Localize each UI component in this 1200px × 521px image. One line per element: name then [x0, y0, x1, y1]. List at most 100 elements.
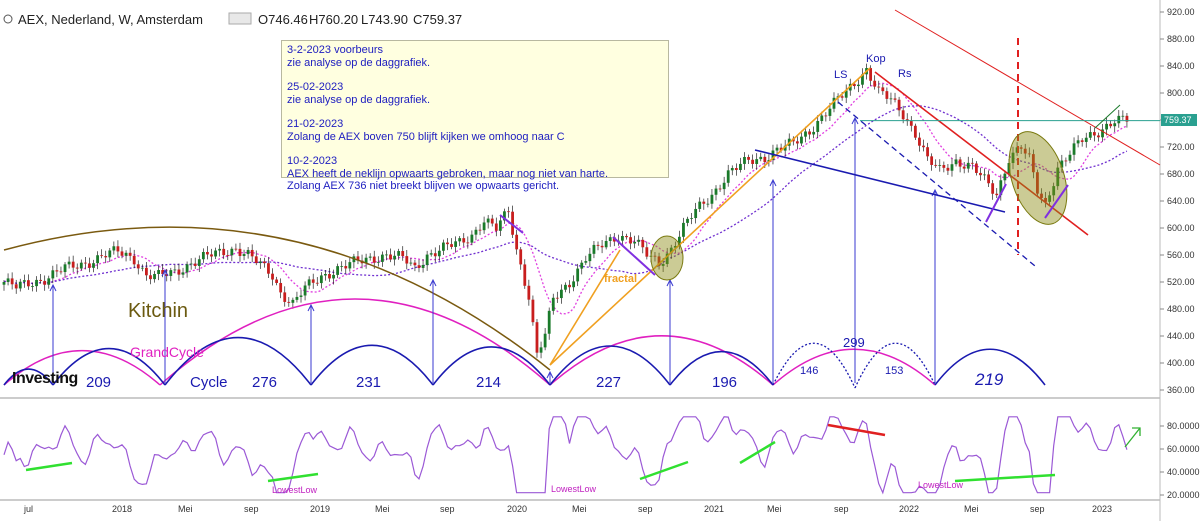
candle-body	[555, 297, 559, 299]
candle-body	[96, 255, 99, 264]
x-tick-label: 2022	[899, 504, 919, 514]
candle-body	[974, 163, 978, 173]
ohlc-open: O746.46	[258, 12, 308, 27]
candle-body	[979, 172, 982, 176]
candle-body	[226, 255, 230, 256]
candle-body	[657, 256, 661, 266]
candle-body	[385, 254, 388, 256]
osc-tick-label: 40.0000	[1167, 467, 1200, 477]
candle-body	[991, 183, 995, 194]
candle-body	[682, 222, 685, 237]
cycle-arc	[52, 348, 166, 386]
candle-body	[1027, 153, 1031, 155]
candle-body	[35, 279, 38, 287]
dashed-trendline	[837, 101, 1036, 267]
candle-body	[913, 125, 917, 138]
candle-body	[437, 250, 441, 257]
ohlc-low: L743.90	[361, 12, 408, 27]
candle-body	[987, 174, 990, 184]
red-channel-top	[894, 9, 1161, 166]
candle-body	[389, 254, 392, 260]
candle-body	[169, 270, 173, 276]
candle-body	[1113, 123, 1117, 127]
candle-body	[161, 270, 165, 275]
candle-body	[165, 274, 169, 276]
candle-body	[909, 121, 913, 126]
candle-body	[429, 253, 433, 255]
y-tick-label: 440.00	[1167, 331, 1195, 341]
x-tick-label: sep	[1030, 504, 1045, 514]
candle-body	[629, 237, 632, 244]
candle-body	[1088, 132, 1092, 138]
divergence-line	[954, 473, 1056, 483]
candle-body	[690, 218, 693, 219]
candle-body	[1097, 135, 1100, 138]
candle-body	[995, 193, 999, 196]
up-arrow	[1124, 427, 1141, 448]
osc-tick-label: 20.0000	[1167, 490, 1200, 500]
cycle-number: 209	[86, 374, 111, 391]
candle-body	[1117, 115, 1121, 124]
note-entry: 25-02-2023 zie analyse op de daggrafiek.	[287, 81, 431, 106]
candle-body	[857, 84, 860, 87]
candle-body	[234, 248, 238, 250]
candle-body	[230, 248, 234, 256]
candle-body	[250, 249, 254, 257]
candle-body	[950, 164, 954, 171]
candle-body	[214, 250, 217, 257]
candle-body	[307, 279, 311, 286]
cycle-labels: Kitchin GrandCycle Cycle LS Kop Rs fract…	[128, 53, 912, 391]
x-tick-label: sep	[244, 504, 259, 514]
candle-body	[348, 262, 352, 269]
candle-body	[893, 98, 897, 100]
trendline-orange	[549, 67, 871, 366]
candle-body	[710, 194, 714, 204]
candle-body	[173, 269, 177, 271]
candle-body	[1044, 197, 1047, 202]
candle-body	[210, 254, 213, 257]
candle-body	[271, 273, 274, 280]
candle-body	[926, 147, 929, 157]
candle-body	[804, 131, 807, 137]
x-tick-label: sep	[834, 504, 849, 514]
candle-body	[706, 203, 710, 205]
candle-body	[92, 263, 95, 268]
y-tick-label: 720.00	[1167, 142, 1195, 152]
candle-body	[1125, 115, 1129, 122]
candle-body	[519, 249, 523, 265]
candle-body	[498, 220, 502, 231]
candle-body	[380, 254, 384, 262]
candle-body	[918, 137, 921, 146]
candle-body	[336, 266, 340, 275]
ohlc-high: H760.20	[309, 12, 358, 27]
x-tick-label: 2021	[704, 504, 724, 514]
candle-body	[795, 141, 799, 144]
candle-body	[442, 242, 445, 251]
candle-body	[324, 274, 327, 276]
candle-body	[246, 249, 250, 255]
candle-body	[840, 96, 844, 98]
candle-body	[1105, 123, 1108, 130]
x-tick-label: 2020	[507, 504, 527, 514]
neckline	[754, 149, 1006, 213]
candle-body	[1101, 129, 1104, 138]
candle-body	[112, 246, 116, 251]
candle-body	[462, 238, 466, 243]
candle-body	[1003, 173, 1007, 181]
candle-body	[197, 259, 201, 266]
time-axis: jul 2018 Mei sep 2019 Mei sep 2020 Mei sep 2021 Mei…	[23, 504, 1112, 514]
candle-body	[189, 263, 193, 265]
candle-body	[1121, 115, 1125, 117]
candle-body	[153, 274, 156, 280]
lowestlow-label: LowestLow	[918, 480, 964, 490]
candle-body	[1031, 154, 1035, 173]
x-tick-label: Mei	[964, 504, 979, 514]
candle-body	[763, 156, 767, 163]
up-arrow-head	[1132, 427, 1141, 436]
candle-body	[588, 253, 592, 262]
candle-body	[954, 159, 958, 165]
cycle-arrow-head	[161, 268, 169, 277]
candle-body	[966, 162, 970, 169]
candle-body	[368, 256, 372, 258]
candle-body	[633, 241, 637, 244]
